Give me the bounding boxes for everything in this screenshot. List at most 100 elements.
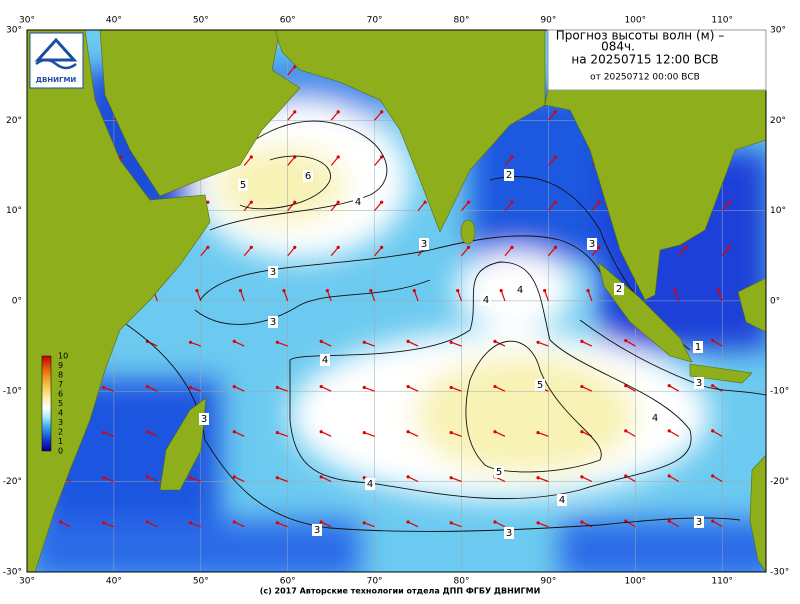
wind-arrow xyxy=(625,385,636,392)
wind-arrow-head xyxy=(406,384,410,389)
contour-label: 3 xyxy=(696,517,702,528)
wind-arrow-head xyxy=(624,519,628,523)
wind-arrow-head xyxy=(536,476,540,480)
colorbar-label: 10 xyxy=(58,352,68,361)
wind-arrow-head xyxy=(380,110,384,114)
contour-label: 4 xyxy=(483,295,489,306)
colorbar-label: 5 xyxy=(58,399,63,408)
wind-arrow xyxy=(537,341,549,347)
wind-arrow xyxy=(320,521,332,528)
wind-arrow-head xyxy=(449,430,453,435)
wind-arrow xyxy=(243,246,252,257)
contour-label-bg xyxy=(504,527,514,539)
wind-arrow xyxy=(103,386,115,392)
wind-arrow-head xyxy=(493,430,497,434)
wind-arrow-head xyxy=(711,519,715,523)
lon-label: 90° xyxy=(540,16,556,26)
wind-arrow-head xyxy=(667,474,671,478)
colorbar-label: 2 xyxy=(58,428,63,437)
contour-label-bg xyxy=(268,316,278,328)
wind-arrow-head xyxy=(319,384,323,389)
contour-label-bg xyxy=(557,494,567,506)
colorbar-label: 8 xyxy=(58,371,63,380)
lat-label: 20° xyxy=(770,116,786,126)
colorbar-label: 9 xyxy=(58,361,63,370)
title-line: от 20250712 00:00 ВСВ xyxy=(590,73,700,83)
wind-arrow xyxy=(668,475,680,483)
wind-arrow-head xyxy=(580,475,584,479)
wind-arrow xyxy=(537,522,549,528)
wind-arrow xyxy=(190,386,202,392)
wind-arrow-head xyxy=(145,475,149,479)
wind-arrow xyxy=(239,290,245,302)
wind-arrow xyxy=(277,432,288,437)
wind-arrow xyxy=(712,340,723,347)
wind-arrow xyxy=(243,201,252,211)
contour-label: 4 xyxy=(652,413,658,424)
wind-arrow xyxy=(712,475,723,483)
wind-arrow-head xyxy=(319,475,323,479)
wind-arrow-head xyxy=(319,520,323,524)
title-line: 084ч. xyxy=(601,40,635,54)
wind-arrow xyxy=(450,522,462,528)
wind-arrow-head xyxy=(466,200,471,204)
lon-label: 40° xyxy=(106,577,122,587)
wind-arrow-head xyxy=(145,520,149,524)
wind-arrow-head xyxy=(667,384,671,388)
wind-arrow xyxy=(678,246,687,257)
wind-arrow-head xyxy=(510,200,514,204)
contour-label-bg xyxy=(614,283,624,295)
wind-arrow xyxy=(364,522,375,528)
wind-arrow xyxy=(668,430,680,437)
colorbar-label: 0 xyxy=(58,447,63,456)
wind-arrow xyxy=(287,246,296,257)
footer: (c) 2017 Авторские технологии отдела ДПП… xyxy=(260,587,541,596)
lat-label: -20° xyxy=(3,477,22,487)
contour-label: 4 xyxy=(517,285,523,296)
contour-label: 3 xyxy=(589,239,595,250)
wind-arrow xyxy=(60,521,71,528)
wind-arrow xyxy=(320,340,332,347)
wind-arrow xyxy=(374,246,383,257)
wind-arrow-head xyxy=(293,110,297,114)
wind-arrow-head xyxy=(232,430,236,434)
wind-arrow xyxy=(190,477,202,483)
sri-lanka xyxy=(460,219,476,245)
wind-arrow-head xyxy=(727,200,731,204)
wind-arrow xyxy=(712,520,723,528)
wind-arrow-head xyxy=(553,200,558,204)
wind-arrow-head xyxy=(369,288,373,293)
contour-label: 3 xyxy=(270,267,276,278)
contour-label-bg xyxy=(320,354,330,366)
colorbar-label: 3 xyxy=(58,418,63,427)
wind-arrow xyxy=(494,521,506,528)
contour-label: 4 xyxy=(322,355,328,366)
wind-arrow-head xyxy=(336,155,340,159)
wind-arrow xyxy=(674,290,680,302)
contour-label: 5 xyxy=(496,467,502,478)
lon-label: 60° xyxy=(280,577,296,587)
map-area xyxy=(27,30,766,572)
wind-arrow xyxy=(330,111,339,121)
wind-arrow-head xyxy=(195,288,199,293)
wind-arrow xyxy=(277,386,288,392)
wind-arrow xyxy=(147,431,158,437)
wind-arrow xyxy=(591,201,600,211)
lat-label: 30° xyxy=(770,26,786,36)
wind-arrow-head xyxy=(362,385,366,390)
wind-arrow-head xyxy=(553,245,558,249)
wind-arrow-head xyxy=(119,155,123,159)
wind-arrow xyxy=(547,246,556,257)
wind-arrow xyxy=(234,476,245,483)
lat-label: 20° xyxy=(6,116,22,126)
wind-arrow xyxy=(504,246,513,257)
wind-arrow-head xyxy=(580,520,584,524)
wind-arrow xyxy=(407,476,419,483)
wind-arrow xyxy=(103,432,115,437)
wind-arrow-head xyxy=(188,385,193,390)
wind-arrow xyxy=(374,156,383,166)
wind-arrow-head xyxy=(406,339,410,344)
colorbar-label: 7 xyxy=(58,380,63,389)
wind-arrow-head xyxy=(711,474,715,478)
contour-label-bg xyxy=(303,170,313,182)
